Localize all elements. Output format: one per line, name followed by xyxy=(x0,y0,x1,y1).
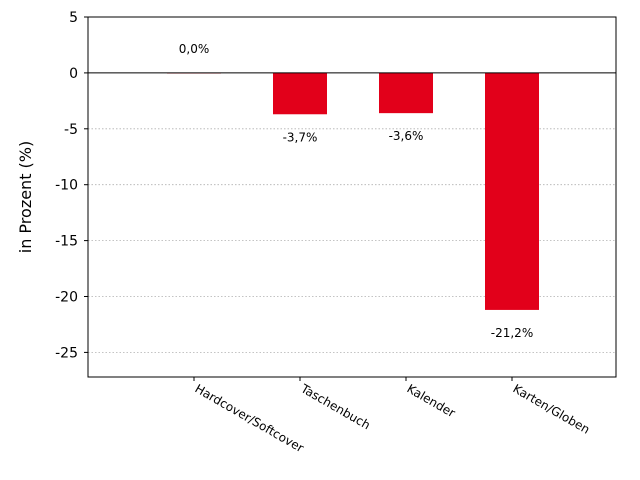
data-label: -21,2% xyxy=(491,326,533,340)
x-tick-label: Karten/Globen xyxy=(511,381,593,436)
bars xyxy=(167,72,539,310)
y-axis-title: in Prozent (%) xyxy=(16,141,35,253)
bar xyxy=(273,72,327,115)
data-label: -3,6% xyxy=(389,129,424,143)
y-tick-label: -10 xyxy=(55,178,78,194)
y-tick-label: 0 xyxy=(69,66,78,82)
plot-frame xyxy=(87,16,617,378)
y-tick-label: -5 xyxy=(64,122,78,138)
bar xyxy=(485,72,539,310)
data-label: 0,0% xyxy=(179,42,210,56)
x-tick-label: Kalender xyxy=(405,381,458,420)
data-labels: 0,0% -3,7% -3,6% -21,2% xyxy=(179,42,533,340)
x-tick-label: Taschenbuch xyxy=(298,381,373,432)
y-tick-label: -20 xyxy=(55,290,78,306)
bar xyxy=(379,72,433,114)
y-tick-label: -25 xyxy=(55,345,78,361)
y-axis-ticks: 5 0 -5 -10 -15 -20 -25 xyxy=(55,10,88,361)
grid-lines xyxy=(88,128,616,353)
y-tick-label: 5 xyxy=(69,10,78,26)
data-label: -3,7% xyxy=(283,130,318,144)
x-tick-label: Hardcover/Softcover xyxy=(193,381,307,455)
y-tick-label: -15 xyxy=(55,234,78,250)
